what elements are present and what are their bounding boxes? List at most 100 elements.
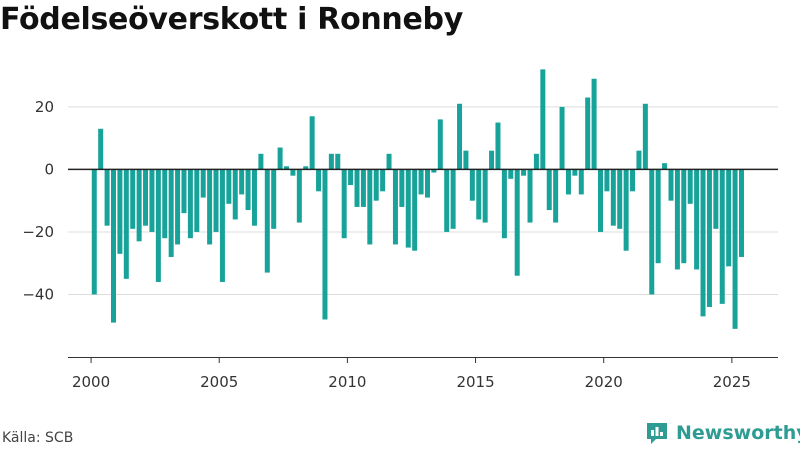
bar — [328, 153, 334, 170]
bar — [341, 169, 347, 239]
bar — [251, 169, 257, 226]
bar — [91, 169, 97, 295]
bar — [200, 169, 206, 198]
bar — [219, 169, 225, 282]
bar — [630, 169, 636, 192]
bar — [655, 169, 661, 264]
bar — [444, 169, 450, 232]
bar — [642, 103, 648, 170]
bar — [380, 169, 386, 192]
bar — [694, 169, 700, 270]
bar — [572, 169, 578, 176]
bar — [277, 147, 283, 170]
bar — [360, 169, 366, 207]
x-tick-label: 2020 — [585, 373, 623, 391]
bar — [533, 153, 539, 170]
bar — [296, 169, 302, 223]
bar-layer — [91, 69, 744, 329]
bar — [386, 153, 392, 170]
bar — [130, 169, 136, 229]
bar — [117, 169, 123, 254]
bar — [104, 169, 110, 226]
bar — [476, 169, 482, 220]
bar — [700, 169, 706, 317]
bar — [187, 169, 193, 239]
bar — [373, 169, 379, 201]
bar — [662, 163, 668, 170]
bar — [687, 169, 693, 204]
bar — [155, 169, 161, 282]
bar — [239, 169, 245, 195]
bar — [322, 169, 328, 320]
bar — [591, 78, 597, 170]
bar — [399, 169, 405, 207]
bar — [123, 169, 129, 279]
bar — [514, 169, 520, 276]
bar — [706, 169, 712, 307]
bar — [495, 122, 501, 170]
bar — [98, 128, 104, 170]
brand-logo[interactable]: Newsworthy — [644, 420, 800, 446]
bar — [431, 169, 437, 173]
x-tick-label: 2025 — [713, 373, 751, 391]
source-note: Källa: SCB — [2, 430, 74, 446]
bar — [738, 169, 744, 257]
bar — [681, 169, 687, 264]
bar — [367, 169, 373, 245]
bar — [668, 169, 674, 201]
bar — [726, 169, 732, 267]
bar — [136, 169, 142, 242]
bar — [418, 169, 424, 195]
bar — [610, 169, 616, 226]
bar — [264, 169, 270, 273]
chart-title: Födelseöverskott i Ronneby — [0, 2, 463, 37]
bar — [450, 169, 456, 229]
bar — [527, 169, 533, 223]
bar — [649, 169, 655, 295]
bar — [348, 169, 354, 186]
bar — [585, 97, 591, 170]
bar — [674, 169, 680, 270]
bar — [232, 169, 238, 220]
bar — [316, 169, 322, 192]
bar — [143, 169, 149, 226]
bar — [168, 169, 174, 257]
bar — [213, 169, 219, 232]
bar — [463, 150, 469, 170]
bar — [540, 69, 546, 170]
y-tick-label: −20 — [22, 223, 54, 241]
bar — [546, 169, 552, 211]
bar — [521, 169, 527, 176]
bar — [149, 169, 155, 232]
bar — [245, 169, 251, 211]
bar — [271, 169, 277, 229]
bar — [226, 169, 232, 204]
bar — [713, 169, 719, 229]
bar — [636, 150, 642, 170]
bar — [719, 169, 725, 304]
bar — [501, 169, 507, 239]
bar — [392, 169, 398, 245]
bar — [598, 169, 603, 232]
bar — [405, 169, 411, 248]
bar — [457, 103, 463, 170]
bar — [354, 169, 360, 207]
bar — [258, 153, 264, 170]
y-tick-label: 0 — [44, 160, 54, 178]
bar — [194, 169, 200, 232]
x-tick-label: 2010 — [328, 373, 366, 391]
bar — [732, 169, 738, 329]
bar — [489, 150, 495, 170]
bar — [162, 169, 168, 239]
bar — [578, 169, 584, 195]
bar — [553, 169, 559, 223]
x-tick-label: 2000 — [72, 373, 110, 391]
bar — [424, 169, 430, 198]
bar — [437, 119, 443, 170]
newsworthy-logo-icon — [647, 423, 667, 444]
bar — [303, 166, 309, 170]
y-tick-label: 20 — [35, 98, 54, 116]
bar — [335, 153, 341, 170]
bar — [482, 169, 488, 223]
